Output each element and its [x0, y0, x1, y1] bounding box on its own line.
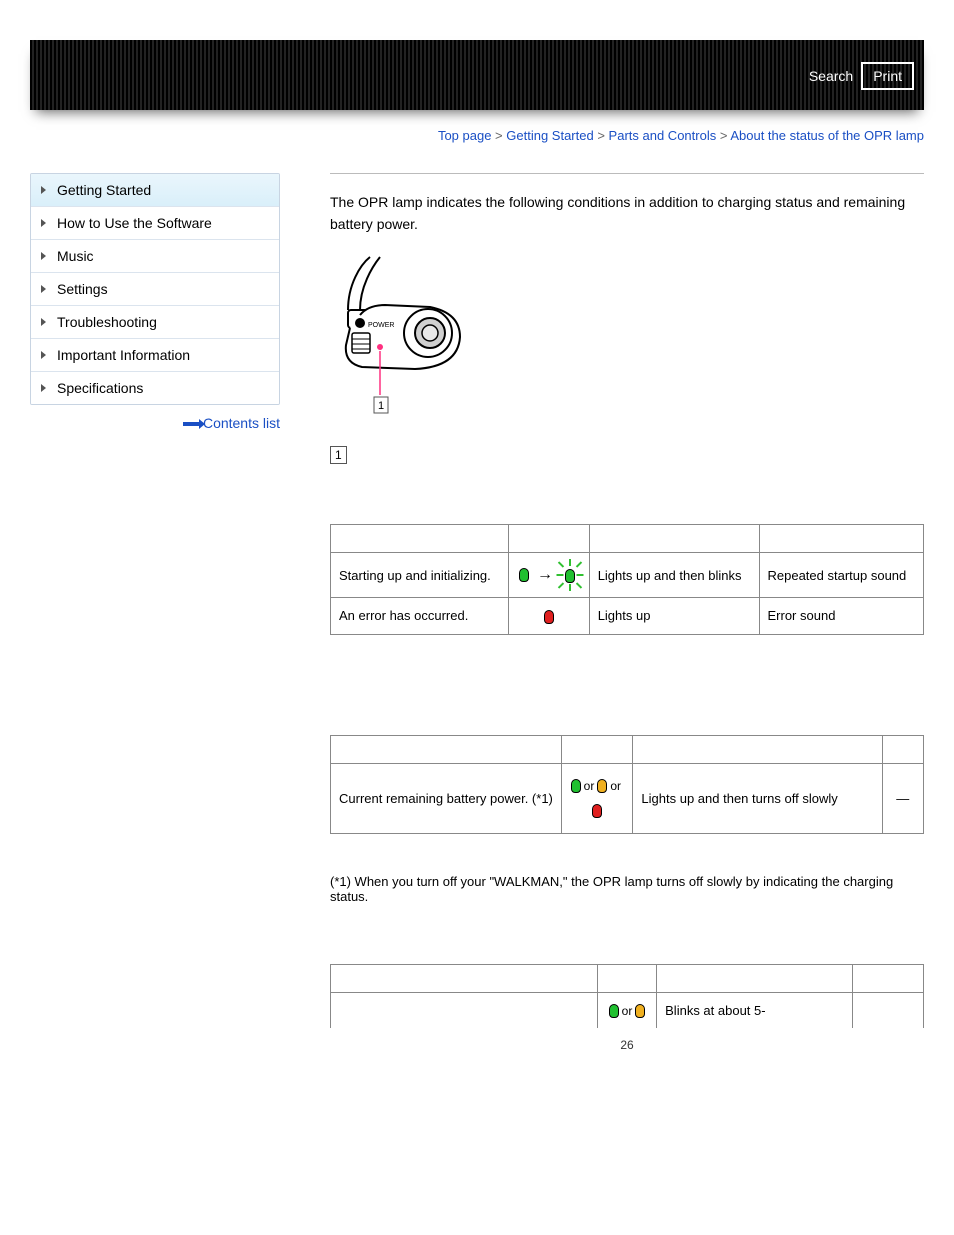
cell-status [331, 992, 598, 1028]
led-red-icon [592, 804, 602, 818]
nav-music[interactable]: Music [31, 240, 279, 273]
divider [330, 173, 924, 174]
contents-list-link-wrap: Contents list [30, 415, 280, 431]
cell-lamp-text: Blinks at about 5- [657, 992, 853, 1028]
svg-text:1: 1 [378, 400, 384, 412]
status-table-1: Starting up and initializing. → Lights u… [330, 524, 924, 634]
breadcrumb-getting-started[interactable]: Getting Started [506, 128, 593, 143]
intro-text: The OPR lamp indicates the following con… [330, 192, 924, 235]
nav-important[interactable]: Important Information [31, 339, 279, 372]
cell-lamp-text: Lights up and then turns off slowly [633, 763, 882, 833]
nav-settings[interactable]: Settings [31, 273, 279, 306]
table-row: Current remaining battery power. (*1) or… [331, 763, 924, 833]
search-link[interactable]: Search [809, 68, 853, 84]
cell-sound: Error sound [759, 597, 924, 634]
breadcrumb-parts[interactable]: Parts and Controls [609, 128, 717, 143]
led-green-icon [571, 779, 581, 793]
nav-specs[interactable]: Specifications [31, 372, 279, 404]
nav-troubleshooting[interactable]: Troubleshooting [31, 306, 279, 339]
cell-sound [852, 992, 923, 1028]
led-orange-icon [597, 779, 607, 793]
page-number: 26 [330, 1038, 924, 1052]
table-row: Starting up and initializing. → Lights u… [331, 553, 924, 598]
breadcrumb-current: About the status of the OPR lamp [730, 128, 924, 143]
callout-number: 1 [330, 446, 924, 464]
table-row: or Blinks at about 5- [331, 992, 924, 1028]
arrow-icon: → [537, 566, 553, 583]
cell-sound: Repeated startup sound [759, 553, 924, 598]
cell-status: Starting up and initializing. [331, 553, 509, 598]
cell-lamp-text: Lights up [589, 597, 759, 634]
table-row: An error has occurred. Lights up Error s… [331, 597, 924, 634]
arrow-right-icon [183, 422, 199, 426]
cell-lamp-icon [509, 597, 590, 634]
earbud-illustration: POWER 1 [330, 255, 924, 440]
cell-status: Current remaining battery power. (*1) [331, 763, 562, 833]
cell-lamp-icon: → [509, 553, 590, 598]
status-table-2: Current remaining battery power. (*1) or… [330, 735, 924, 834]
svg-text:POWER: POWER [368, 322, 394, 329]
nav-software[interactable]: How to Use the Software [31, 207, 279, 240]
print-button[interactable]: Print [861, 62, 914, 90]
contents-list-link[interactable]: Contents list [203, 415, 280, 431]
led-orange-icon [635, 1004, 645, 1018]
cell-status: An error has occurred. [331, 597, 509, 634]
led-green-icon [609, 1004, 619, 1018]
cell-lamp-text: Lights up and then blinks [589, 553, 759, 598]
cell-lamp-icon: oror [562, 763, 633, 833]
header-bar: Search Print [30, 40, 924, 110]
led-red-icon [544, 610, 554, 624]
sidebar-nav: Getting Started How to Use the Software … [30, 173, 280, 405]
footnote: (*1) When you turn off your "WALKMAN," t… [330, 874, 924, 904]
led-green-icon [519, 568, 529, 582]
status-table-3: or Blinks at about 5- [330, 964, 924, 1029]
led-green-blink-icon [561, 563, 579, 587]
cell-sound: — [882, 763, 924, 833]
breadcrumb-top[interactable]: Top page [438, 128, 492, 143]
cell-lamp-icon: or [597, 992, 656, 1028]
breadcrumb: Top page > Getting Started > Parts and C… [30, 122, 924, 173]
nav-getting-started[interactable]: Getting Started [31, 174, 279, 207]
